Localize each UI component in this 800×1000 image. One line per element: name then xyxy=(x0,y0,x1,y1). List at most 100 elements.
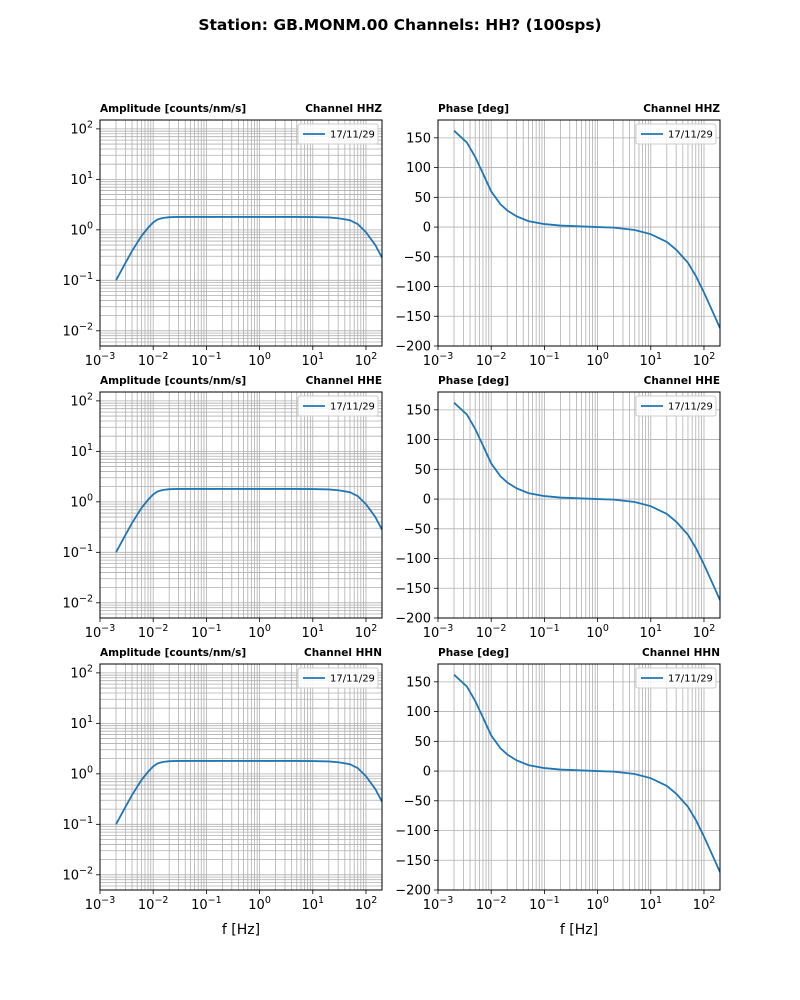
y-tick-label: 0 xyxy=(423,765,431,780)
y-tick-label: 100 xyxy=(406,705,431,720)
x-tick-label: 10−1 xyxy=(191,351,222,369)
x-tick-label: 101 xyxy=(301,351,324,369)
x-tick-label: 102 xyxy=(355,351,378,369)
figure-title: Station: GB.MONM.00 Channels: HH? (100sp… xyxy=(198,16,602,34)
x-tick-label: 100 xyxy=(586,895,609,913)
y-tick-label: 102 xyxy=(70,119,93,137)
panel-phase-hhz: 10−3 10−2 10−1 100 101 102 150 100 50 0 −50 −100 −15… xyxy=(395,103,721,369)
panel-title-left: Phase [deg] xyxy=(438,647,509,659)
legend: 17/11/29 xyxy=(297,395,379,417)
panel-amplitude-hhe: 10−3 10−2 10−1 100 101 102 10−2 10−1 100 101 102 Am… xyxy=(62,375,383,641)
x-tick-label: 101 xyxy=(301,895,324,913)
grid xyxy=(100,120,382,346)
x-tick-label: 10−2 xyxy=(476,351,507,369)
x-tick-label: 10−1 xyxy=(191,623,222,641)
legend-label: 17/11/29 xyxy=(330,130,375,141)
y-tick-label: −100 xyxy=(395,824,431,839)
x-tick-label: 100 xyxy=(586,623,609,641)
y-tick-label: −100 xyxy=(395,552,431,567)
grid xyxy=(438,120,720,346)
panel-title-left: Amplitude [counts/nm/s] xyxy=(100,647,246,659)
y-tick-label: 0 xyxy=(423,221,431,236)
legend: 17/11/29 xyxy=(635,395,717,417)
panel-title-right: Channel HHZ xyxy=(643,103,720,115)
y-tick-label: 101 xyxy=(70,714,93,732)
x-tick-label: 10−2 xyxy=(476,623,507,641)
y-tick-label: 10−2 xyxy=(62,593,93,611)
legend-box xyxy=(635,395,717,417)
panel-phase-hhn: 10−3 10−2 10−1 100 101 102 150 100 50 0 −50 −100 −15… xyxy=(395,647,721,938)
axes-frame xyxy=(99,391,383,619)
x-tick-label: 10−1 xyxy=(529,895,560,913)
y-tick-label: 100 xyxy=(70,764,93,782)
y-tick-label: 150 xyxy=(406,675,431,690)
x-tick-label: 102 xyxy=(355,895,378,913)
y-tick-label: 150 xyxy=(406,131,431,146)
legend-label: 17/11/29 xyxy=(668,674,713,685)
panel-title-right: Channel HHN xyxy=(304,647,382,659)
legend: 17/11/29 xyxy=(635,667,717,689)
x-tick-label: 10−1 xyxy=(529,623,560,641)
y-tick-label: −50 xyxy=(404,250,431,265)
y-tick-label: −50 xyxy=(404,794,431,809)
x-tick-label: 10−2 xyxy=(138,895,169,913)
y-tick-label: −200 xyxy=(395,340,431,355)
x-tick-label: 101 xyxy=(301,623,324,641)
y-tick-label: 0 xyxy=(423,493,431,508)
axes-frame xyxy=(437,391,721,619)
axes-frame xyxy=(437,119,721,347)
y-tick-label: −150 xyxy=(395,854,431,869)
y-tick-label: 101 xyxy=(70,442,93,460)
x-tick-label: 100 xyxy=(248,351,271,369)
y-tick-label: 10−1 xyxy=(62,815,93,833)
x-tick-label: 101 xyxy=(639,895,662,913)
x-tick-label: 10−2 xyxy=(138,351,169,369)
x-axis-label: f [Hz] xyxy=(222,922,260,938)
legend-box xyxy=(635,667,717,689)
x-tick-label: 101 xyxy=(639,351,662,369)
x-tick-label: 102 xyxy=(355,623,378,641)
y-tick-label: 50 xyxy=(414,463,431,478)
x-tick-label: 102 xyxy=(693,895,716,913)
legend: 17/11/29 xyxy=(297,667,379,689)
y-tick-label: 10−1 xyxy=(62,543,93,561)
grid xyxy=(438,664,720,890)
series-line-hhe xyxy=(453,402,720,601)
legend: 17/11/29 xyxy=(297,123,379,145)
x-tick-label: 10−3 xyxy=(85,895,116,913)
x-tick-label: 10−1 xyxy=(529,351,560,369)
y-tick-label: 100 xyxy=(70,492,93,510)
x-tick-label: 10−3 xyxy=(423,351,454,369)
series-line-hhn xyxy=(115,760,382,825)
legend-box xyxy=(297,395,379,417)
series-line-hhe xyxy=(115,488,382,553)
y-tick-label: −100 xyxy=(395,280,431,295)
y-tick-label: 102 xyxy=(70,663,93,681)
x-tick-label: 10−3 xyxy=(423,623,454,641)
panel-title-right: Channel HHN xyxy=(642,647,720,659)
legend-box xyxy=(297,667,379,689)
y-tick-label: 101 xyxy=(70,170,93,188)
grid xyxy=(100,664,382,890)
panel-amplitude-hhn: 10−3 10−2 10−1 100 101 102 10−2 10−1 100 101 102 Am… xyxy=(62,647,383,938)
x-tick-label: 10−3 xyxy=(85,351,116,369)
x-axis-label: f [Hz] xyxy=(560,922,598,938)
panel-title-left: Phase [deg] xyxy=(438,103,509,115)
grid xyxy=(438,392,720,618)
y-tick-label: 50 xyxy=(414,735,431,750)
series-line-hhz xyxy=(453,130,720,329)
legend-box xyxy=(635,123,717,145)
y-tick-label: −150 xyxy=(395,310,431,325)
legend-label: 17/11/29 xyxy=(330,674,375,685)
x-tick-label: 100 xyxy=(248,623,271,641)
legend: 17/11/29 xyxy=(635,123,717,145)
y-tick-label: −200 xyxy=(395,884,431,899)
x-tick-label: 100 xyxy=(586,351,609,369)
y-tick-label: 100 xyxy=(406,161,431,176)
y-tick-label: 10−2 xyxy=(62,321,93,339)
y-tick-label: 10−2 xyxy=(62,865,93,883)
legend-label: 17/11/29 xyxy=(668,402,713,413)
y-tick-label: 150 xyxy=(406,403,431,418)
x-tick-label: 10−3 xyxy=(85,623,116,641)
